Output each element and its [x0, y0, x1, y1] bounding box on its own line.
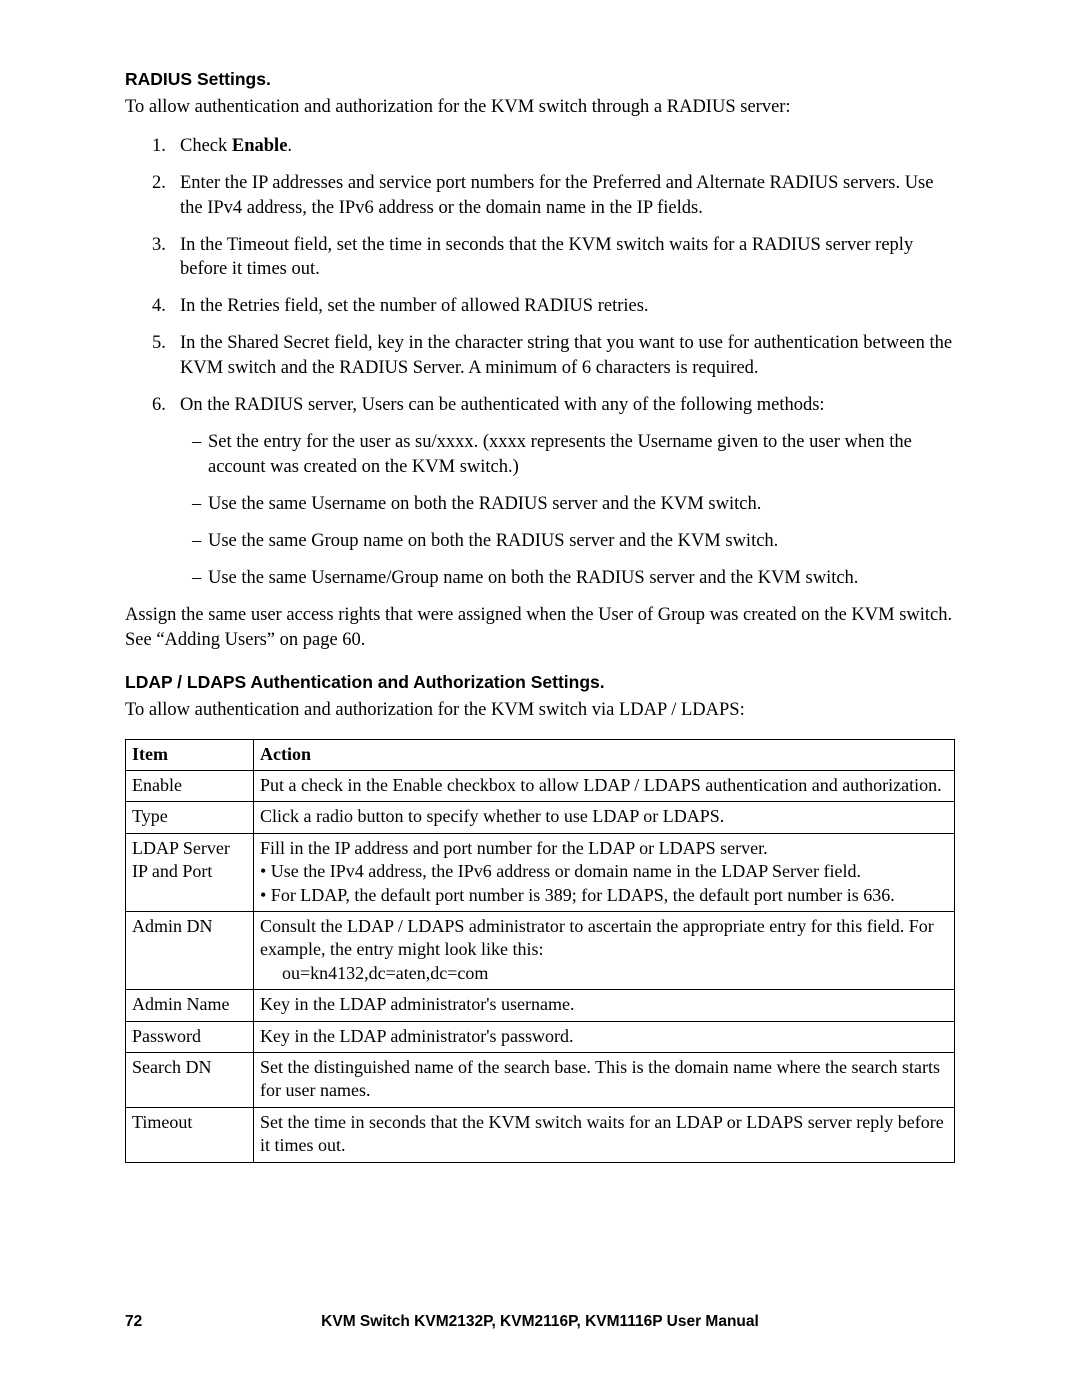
table-row: LDAP Server IP and Port Fill in the IP a… — [126, 833, 955, 911]
table-cell-item: Admin Name — [126, 990, 254, 1021]
table-cell-item: Timeout — [126, 1107, 254, 1162]
list-text: In the Timeout field, set the time in se… — [180, 235, 913, 280]
ldap-intro: To allow authentication and authorizatio… — [125, 698, 955, 723]
table-cell-item: Type — [126, 802, 254, 833]
radius-heading: RADIUS Settings. — [125, 68, 955, 92]
dash-icon: – — [192, 492, 201, 517]
sub-list-text: Set the entry for the user as su/xxxx. (… — [208, 432, 912, 477]
table-row: Admin Name Key in the LDAP administrator… — [126, 990, 955, 1021]
cell-line: • Use the IPv4 address, the IPv6 address… — [260, 861, 861, 881]
table-row: Admin DN Consult the LDAP / LDAPS admini… — [126, 912, 955, 990]
table-row: Enable Put a check in the Enable checkbo… — [126, 771, 955, 802]
table-cell-action: Click a radio button to specify whether … — [254, 802, 955, 833]
table-cell-item: Admin DN — [126, 912, 254, 990]
sub-list-item: –Use the same Group name on both the RAD… — [208, 529, 955, 554]
page-footer: 72 KVM Switch KVM2132P, KVM2116P, KVM111… — [0, 1312, 1080, 1333]
list-item: 1. Check Enable. — [180, 134, 955, 159]
list-number: 4. — [152, 294, 166, 319]
footer-title: KVM Switch KVM2132P, KVM2116P, KVM1116P … — [0, 1312, 1080, 1333]
sub-list-text: Use the same Group name on both the RADI… — [208, 531, 778, 551]
table-cell-item: Password — [126, 1021, 254, 1052]
table-header-row: Item Action — [126, 739, 955, 770]
list-number: 1. — [152, 134, 166, 159]
list-text-bold: Enable — [232, 136, 288, 156]
table-row: Timeout Set the time in seconds that the… — [126, 1107, 955, 1162]
radius-sub-list: –Set the entry for the user as su/xxxx. … — [180, 430, 955, 591]
list-number: 3. — [152, 233, 166, 258]
table-cell-item: LDAP Server IP and Port — [126, 833, 254, 911]
table-header-item: Item — [126, 739, 254, 770]
radius-steps-list: 1. Check Enable. 2. Enter the IP address… — [125, 134, 955, 592]
list-text: On the RADIUS server, Users can be authe… — [180, 395, 825, 415]
radius-intro: To allow authentication and authorizatio… — [125, 95, 955, 120]
sub-list-item: –Use the same Username on both the RADIU… — [208, 492, 955, 517]
list-item: 4. In the Retries field, set the number … — [180, 294, 955, 319]
list-number: 6. — [152, 393, 166, 418]
dash-icon: – — [192, 566, 201, 591]
list-text: In the Shared Secret field, key in the c… — [180, 333, 952, 378]
dash-icon: – — [192, 529, 201, 554]
sub-list-item: –Use the same Username/Group name on bot… — [208, 566, 955, 591]
list-item: 6. On the RADIUS server, Users can be au… — [180, 393, 955, 591]
table-row: Search DN Set the distinguished name of … — [126, 1052, 955, 1107]
table-cell-item: Search DN — [126, 1052, 254, 1107]
list-number: 2. — [152, 171, 166, 196]
cell-line: Consult the LDAP / LDAPS administrator t… — [260, 916, 934, 959]
cell-line-indented: ou=kn4132,dc=aten,dc=com — [260, 962, 948, 985]
list-number: 5. — [152, 331, 166, 356]
cell-line: • For LDAP, the default port number is 3… — [260, 885, 895, 905]
sub-list-item: –Set the entry for the user as su/xxxx. … — [208, 430, 955, 480]
list-text: Enter the IP addresses and service port … — [180, 173, 933, 218]
list-item: 5. In the Shared Secret field, key in th… — [180, 331, 955, 381]
sub-list-text: Use the same Username/Group name on both… — [208, 568, 858, 588]
list-text: In the Retries field, set the number of … — [180, 296, 649, 316]
table-cell-action: Set the distinguished name of the search… — [254, 1052, 955, 1107]
list-text: . — [287, 136, 292, 156]
table-header-action: Action — [254, 739, 955, 770]
table-cell-action: Key in the LDAP administrator's password… — [254, 1021, 955, 1052]
list-item: 2. Enter the IP addresses and service po… — [180, 171, 955, 221]
list-text: Check — [180, 136, 232, 156]
table-row: Password Key in the LDAP administrator's… — [126, 1021, 955, 1052]
list-item: 3. In the Timeout field, set the time in… — [180, 233, 955, 283]
table-row: Type Click a radio button to specify whe… — [126, 802, 955, 833]
dash-icon: – — [192, 430, 201, 455]
page-number: 72 — [125, 1312, 142, 1333]
table-cell-action: Put a check in the Enable checkbox to al… — [254, 771, 955, 802]
table-cell-item: Enable — [126, 771, 254, 802]
cell-line: Fill in the IP address and port number f… — [260, 838, 768, 858]
ldap-settings-table: Item Action Enable Put a check in the En… — [125, 739, 955, 1163]
radius-after-text: Assign the same user access rights that … — [125, 603, 955, 653]
table-cell-action: Consult the LDAP / LDAPS administrator t… — [254, 912, 955, 990]
table-cell-action: Key in the LDAP administrator's username… — [254, 990, 955, 1021]
table-cell-action: Set the time in seconds that the KVM swi… — [254, 1107, 955, 1162]
ldap-heading: LDAP / LDAPS Authentication and Authoriz… — [125, 671, 955, 695]
table-cell-action: Fill in the IP address and port number f… — [254, 833, 955, 911]
sub-list-text: Use the same Username on both the RADIUS… — [208, 494, 761, 514]
